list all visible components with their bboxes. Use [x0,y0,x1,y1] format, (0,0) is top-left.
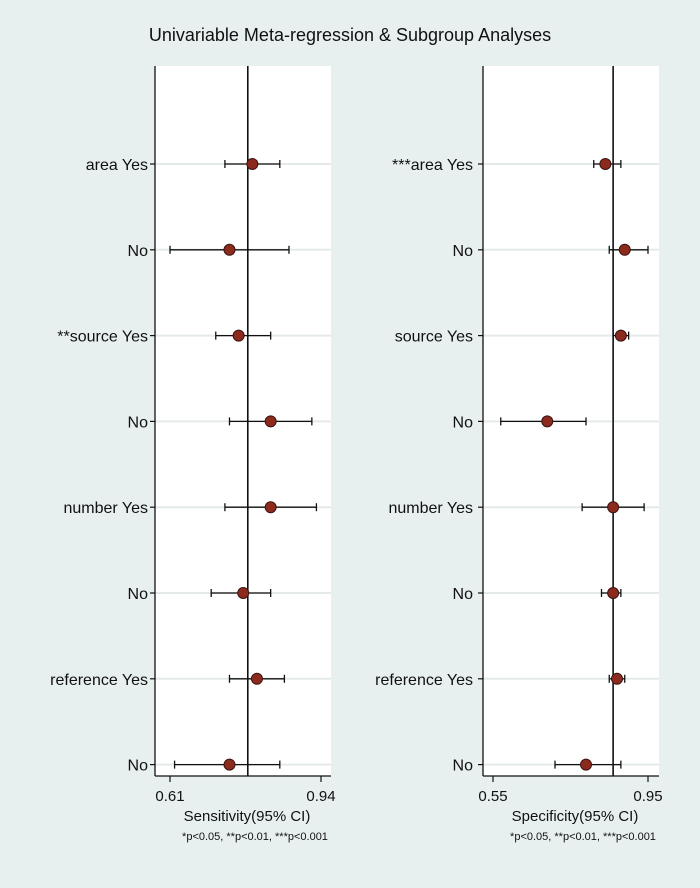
row-label: No [453,414,474,431]
estimate-point [264,415,277,428]
x-tick-label: 0.95 [633,788,662,805]
row-label: ***area Yes [392,157,473,174]
row-label: number Yes [63,500,148,517]
estimate-point [614,329,627,342]
estimate-point [223,243,236,256]
row-label: reference Yes [375,672,473,689]
row-label: number Yes [388,500,473,517]
row-label: No [128,243,149,260]
estimate-point [541,415,554,428]
estimate-point [223,758,236,771]
x-tick-label: 0.94 [306,788,335,805]
row-label: No [453,758,474,775]
estimate-point [580,758,592,771]
estimate-point [599,158,612,170]
estimate-point [607,587,620,599]
estimate-point [264,501,277,514]
estimate-point [232,329,245,342]
row-label: area Yes [86,157,148,174]
row-label: No [128,586,149,603]
x-axis-title: Specificity(95% CI) [512,808,639,825]
significance-footnote: *p<0.05, **p<0.01, ***p<0.001 [182,831,328,843]
x-axis-title: Sensitivity(95% CI) [184,808,311,825]
estimate-point [250,672,263,685]
forest-panel-specificity: 0.55 0.95 Specificity(95% CI) *p<0.05, **p<… [375,66,663,843]
row-label: No [453,243,474,260]
row-label: source Yes [395,329,473,346]
estimate-point [611,672,623,685]
estimate-point [237,587,250,599]
x-tick-label: 0.55 [478,788,507,805]
forest-panel-sensitivity: 0.61 0.94 Sensitivity(95% CI) *p<0.05, **p<… [50,66,336,843]
row-label: **source Yes [57,329,148,346]
estimate-point [246,158,259,170]
x-tick-label: 0.61 [155,788,184,805]
significance-footnote: *p<0.05, **p<0.01, ***p<0.001 [510,831,656,843]
estimate-point [607,501,620,514]
row-label: No [128,414,149,431]
row-label: No [128,758,149,775]
row-label: No [453,586,474,603]
chart-title: Univariable Meta-regression & Subgroup A… [149,25,551,45]
panels-layer: 0.61 0.94 Sensitivity(95% CI) *p<0.05, **p<… [50,66,663,843]
estimate-point [618,243,631,256]
row-label: reference Yes [50,672,148,689]
